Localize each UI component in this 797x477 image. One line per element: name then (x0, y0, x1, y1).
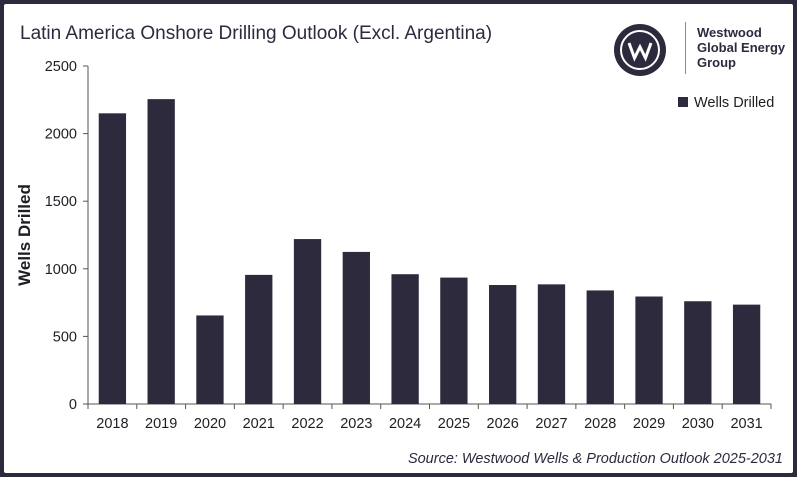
bar-chart: 0 500 1000 1500 2000 2500 Wells Drilled 2018 201… (15, 59, 774, 432)
bar-2031 (732, 304, 761, 404)
x-tick-label: 2018 (96, 416, 128, 432)
legend-label: Wells Drilled (694, 95, 774, 111)
x-tick-label: 2027 (535, 416, 567, 432)
bar-2024 (391, 274, 419, 404)
chart-title: Latin America Onshore Drilling Outlook (… (20, 23, 493, 44)
bar-2018 (98, 113, 127, 404)
y-tick-label: 0 (69, 397, 77, 413)
bar-2029 (635, 296, 663, 404)
y-axis-title: Wells Drilled (15, 184, 34, 286)
source-note: Source: Westwood Wells & Production Outl… (407, 451, 783, 467)
bar-2027 (537, 284, 566, 404)
x-tick-label: 2019 (145, 416, 177, 432)
y-tick-label: 500 (53, 329, 77, 345)
bar-2023 (342, 251, 370, 404)
x-tick-label: 2029 (633, 416, 665, 432)
x-tick-label: 2028 (584, 416, 616, 432)
x-tick-label: 2022 (291, 416, 323, 432)
x-tick-label: 2023 (340, 416, 372, 432)
bar-2022 (293, 239, 322, 404)
bar-2021 (245, 274, 273, 404)
chart-card: Latin America Onshore Drilling Outlook (… (4, 4, 793, 473)
x-tick-label: 2020 (194, 416, 226, 432)
brand-name-line: Group (697, 55, 736, 70)
bar-2030 (684, 301, 712, 404)
brand-name-line: Westwood (697, 25, 762, 40)
x-tick-label: 2021 (243, 416, 275, 432)
bar-2020 (196, 315, 224, 404)
brand-divider (685, 22, 686, 74)
brand-name: Westwood Global Energy Group (697, 25, 793, 70)
bar-2028 (586, 290, 614, 404)
x-tick-label: 2024 (389, 416, 421, 432)
y-tick-label: 2500 (45, 59, 77, 75)
x-tick-label: 2026 (487, 416, 519, 432)
brand-block: Westwood Global Energy Group (614, 22, 785, 78)
bar-2026 (489, 285, 517, 404)
bar-2019 (147, 99, 175, 405)
legend-swatch (678, 97, 688, 107)
x-tick-label: 2025 (438, 416, 470, 432)
x-tick-label: 2031 (730, 416, 762, 432)
y-tick-label: 1000 (45, 262, 77, 278)
brand-name-line: Global Energy (697, 40, 786, 55)
x-tick-label: 2030 (682, 416, 714, 432)
y-tick-label: 1500 (45, 194, 77, 210)
westwood-logo-icon (614, 24, 666, 76)
y-tick-label: 2000 (45, 127, 77, 143)
bar-2025 (440, 277, 468, 404)
